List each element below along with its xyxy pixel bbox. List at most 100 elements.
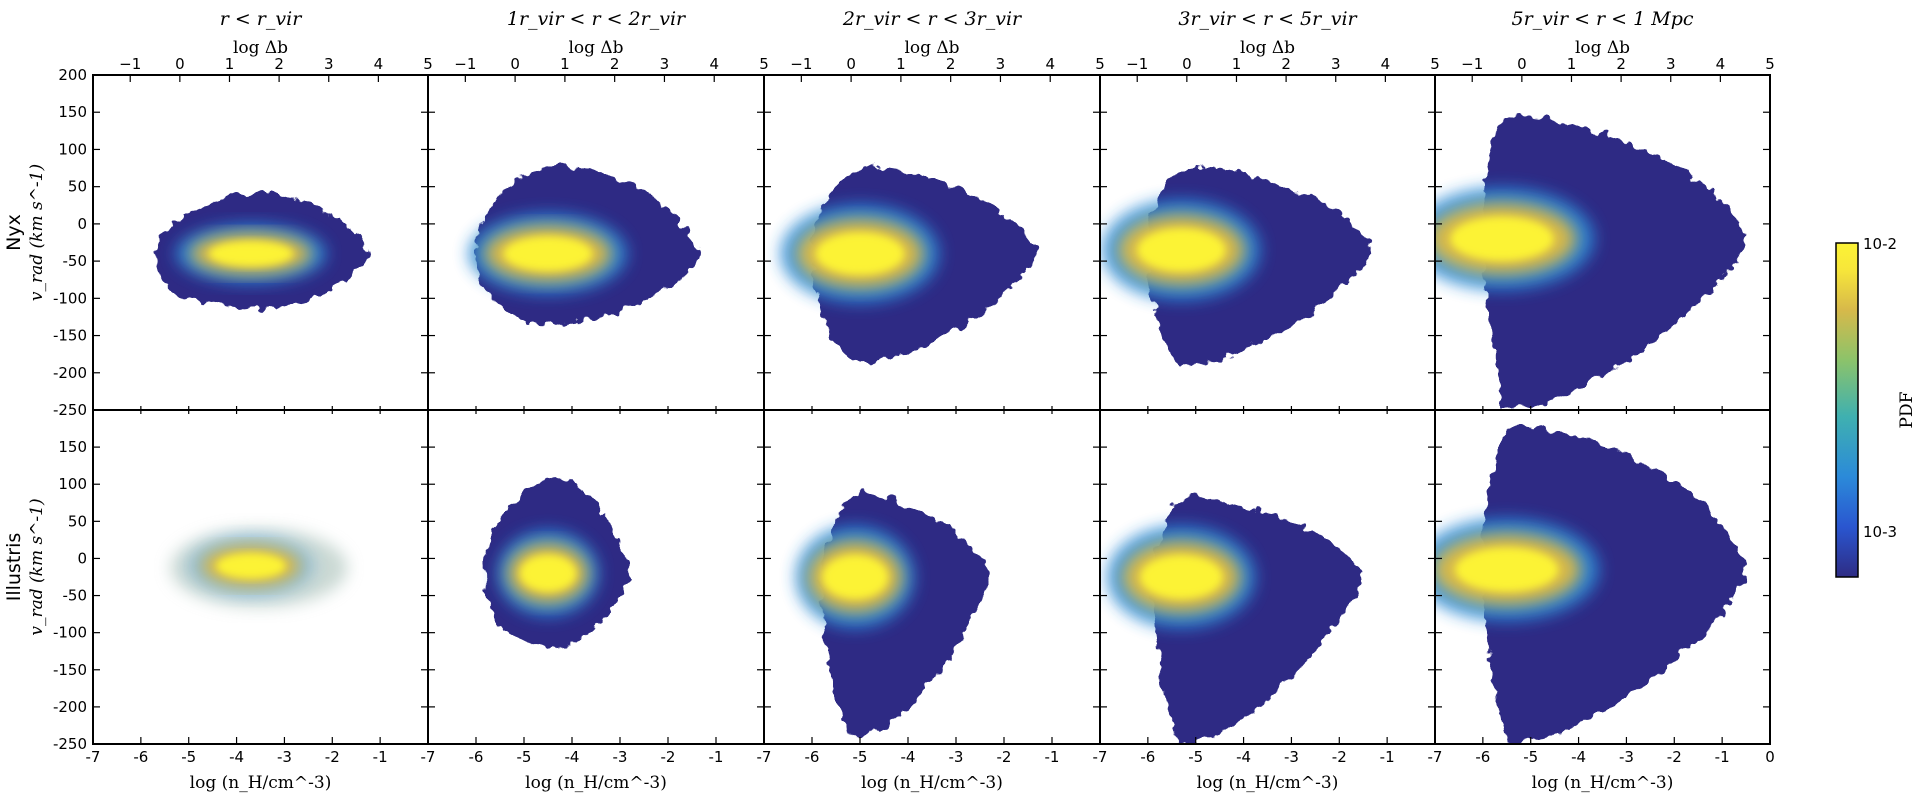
x-tick-label: -3	[949, 748, 964, 766]
colorbar: 10-2 10-3 PDF	[1835, 235, 1917, 578]
top-tick-label: 5	[423, 55, 433, 73]
x-tick-label: 0	[1765, 748, 1775, 766]
y-tick-label: 100	[58, 475, 87, 493]
x-tick-label: -4	[229, 748, 244, 766]
y-tick-label: 200	[58, 66, 87, 84]
x-tick-label: -1	[1380, 748, 1395, 766]
top-tick-label: 2	[1616, 55, 1626, 73]
y-tick-label: 100	[58, 140, 87, 158]
top-axis-label: log Δb	[904, 38, 959, 58]
density-peak	[519, 554, 577, 592]
x-axis-label: log (n_H/cm^-3)	[190, 773, 332, 793]
y-axis-label: v_rad (km s^-1)	[27, 164, 47, 301]
density-peak	[822, 554, 889, 600]
top-tick-label: 3	[996, 55, 1006, 73]
colorbar-tick-bottom: 10-3	[1863, 523, 1897, 541]
top-tick-label: 0	[510, 55, 520, 73]
top-axis-label: log Δb	[1240, 38, 1295, 58]
panel-illustris-1	[92, 409, 429, 745]
x-axis-label: log (n_H/cm^-3)	[1532, 773, 1674, 793]
x-tick-label: -7	[757, 748, 772, 766]
top-tick-label: 4	[709, 55, 719, 73]
y-axis-label: v_rad (km s^-1)	[27, 498, 47, 635]
top-tick-label: −1	[119, 55, 141, 73]
x-tick-label: -4	[1571, 748, 1586, 766]
top-tick-label: 5	[1430, 55, 1440, 73]
top-tick-label: 0	[1182, 55, 1192, 73]
top-tick-label: 3	[1666, 55, 1676, 73]
top-tick-label: 4	[1381, 55, 1391, 73]
top-tick-label: 4	[1045, 55, 1055, 73]
panel-illustris-5	[1434, 409, 1771, 745]
y-tick-label: -50	[63, 252, 88, 270]
column-title: 2r_vir < r < 3r_vir	[842, 8, 1023, 30]
x-tick-label: -7	[1428, 748, 1443, 766]
x-tick-label: -4	[1236, 748, 1251, 766]
top-tick-label: 2	[610, 55, 620, 73]
y-tick-label: -100	[53, 289, 87, 307]
x-tick-label: -5	[181, 748, 196, 766]
top-tick-label: 4	[1716, 55, 1726, 73]
x-axis-label: log (n_H/cm^-3)	[861, 773, 1003, 793]
x-tick-label: -1	[709, 748, 724, 766]
x-tick-label: -2	[997, 748, 1012, 766]
top-tick-label: 3	[1331, 55, 1341, 73]
density-peak	[1140, 554, 1223, 600]
top-tick-label: 0	[1517, 55, 1527, 73]
panel-frame	[1434, 409, 1771, 745]
x-tick-label: -6	[1140, 748, 1155, 766]
density-peak	[1137, 228, 1226, 272]
x-tick-label: -7	[1093, 748, 1108, 766]
y-tick-label: 150	[58, 103, 87, 121]
density-peak	[208, 240, 294, 267]
panel-illustris-2	[427, 409, 765, 745]
x-tick-label: -4	[565, 748, 580, 766]
x-tick-label: -4	[901, 748, 916, 766]
panel-nyx-1	[92, 74, 429, 411]
y-tick-label: 150	[58, 438, 87, 456]
y-tick-label: -200	[53, 698, 87, 716]
density-peak	[216, 553, 286, 579]
y-tick-label: -250	[53, 735, 87, 753]
top-tick-label: 2	[274, 55, 284, 73]
top-tick-label: −1	[1126, 55, 1148, 73]
top-tick-label: 1	[896, 55, 906, 73]
y-tick-label: 50	[68, 178, 87, 196]
x-tick-label: -2	[1667, 748, 1682, 766]
x-axis-label: log (n_H/cm^-3)	[525, 773, 667, 793]
x-tick-label: -6	[805, 748, 820, 766]
colorbar-tick-top: 10-2	[1863, 235, 1897, 253]
row-label-illustris: Illustris	[3, 533, 25, 602]
x-tick-label: -7	[421, 748, 436, 766]
column-title: 3r_vir < r < 5r_vir	[1178, 8, 1358, 30]
x-tick-label: -5	[1188, 748, 1203, 766]
top-tick-label: 2	[946, 55, 956, 73]
y-tick-label: -250	[53, 401, 87, 419]
x-tick-label: -5	[1523, 748, 1538, 766]
y-tick-label: -150	[53, 327, 87, 345]
colorbar-label: PDF	[1897, 391, 1917, 428]
panel-illustris-4	[1099, 409, 1436, 745]
y-tick-label: -50	[63, 587, 88, 605]
column-title: r < r_vir	[220, 8, 303, 30]
y-tick-label: 50	[68, 512, 87, 530]
top-tick-label: 3	[324, 55, 334, 73]
top-tick-label: 1	[1567, 55, 1577, 73]
density-peak	[1455, 547, 1559, 592]
x-tick-label: -2	[1332, 748, 1347, 766]
top-tick-label: 2	[1281, 55, 1291, 73]
top-tick-label: 5	[1095, 55, 1105, 73]
density-peak	[1450, 216, 1554, 261]
top-tick-label: 1	[560, 55, 570, 73]
x-tick-label: -1	[1045, 748, 1060, 766]
panel-nyx-2	[427, 74, 765, 411]
y-tick-label: -100	[53, 624, 87, 642]
top-axis-label: log Δb	[233, 38, 288, 58]
x-tick-label: -6	[133, 748, 148, 766]
x-axis-label: log (n_H/cm^-3)	[1197, 773, 1339, 793]
top-tick-label: 0	[175, 55, 185, 73]
x-tick-label: -6	[469, 748, 484, 766]
top-tick-label: −1	[1461, 55, 1483, 73]
panel-nyx-5	[1434, 74, 1771, 411]
